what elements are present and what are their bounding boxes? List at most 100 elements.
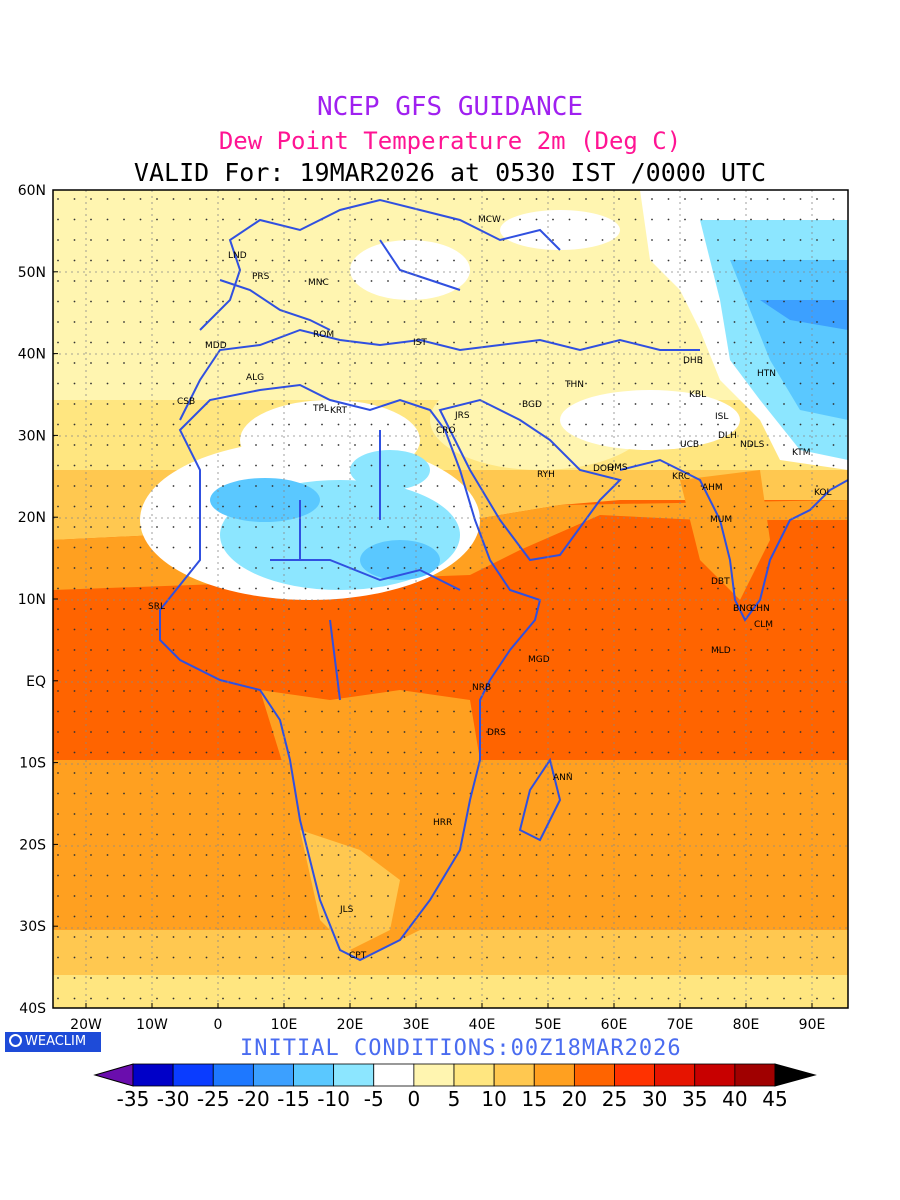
station-label: AHM (702, 483, 723, 493)
lon-label: 80E (733, 1017, 760, 1033)
lon-label: 40E (469, 1017, 496, 1033)
lat-label: 40N (18, 347, 46, 363)
station-label: CPT (349, 951, 367, 961)
colorbar-bin (212, 1063, 254, 1087)
station-label: THN (564, 380, 584, 390)
colorbar-bin (694, 1063, 736, 1087)
lon-label: 20W (70, 1017, 102, 1033)
station-label: SRL (148, 602, 165, 612)
colorbar-bin (533, 1063, 575, 1087)
lon-label: 10E (271, 1017, 298, 1033)
colorbar-label: 25 (602, 1087, 627, 1111)
station-label: PRS (252, 272, 270, 282)
station-label: NRB (472, 683, 491, 693)
lat-label: 10S (19, 756, 46, 772)
lon-label: 60E (601, 1017, 628, 1033)
colorbar-bin (734, 1063, 776, 1087)
station-label: DRS (487, 728, 506, 738)
grid-values (57, 198, 835, 1000)
station-label: CLM (754, 620, 773, 630)
colorbar-bin (373, 1063, 415, 1087)
lat-label: 30N (18, 428, 46, 444)
station-label: MUM (710, 515, 732, 525)
colorbar-bin (132, 1063, 174, 1087)
station-label: DLH (718, 431, 737, 441)
station-label: MNC (308, 278, 329, 288)
station-label: KRC (672, 472, 690, 482)
lon-label: 30E (403, 1017, 430, 1033)
coastlines (159, 198, 848, 962)
station-label: CHN (750, 604, 770, 614)
colorbar-bin (293, 1063, 335, 1087)
station-label: DBT (711, 577, 730, 587)
station-label: JRS (454, 411, 470, 421)
colorbar-label: 5 (448, 1087, 461, 1111)
lat-label: 20S (19, 837, 46, 853)
colorbar-bin (614, 1063, 656, 1087)
station-label: MGD (528, 655, 550, 665)
lat-label: 20N (18, 510, 46, 526)
valid-time: VALID For: 19MAR2026 at 0530 IST /0000 U… (133, 158, 767, 187)
colorbar-label: -15 (277, 1087, 310, 1111)
colorbar-label: -35 (117, 1087, 150, 1111)
colorbar-label: 20 (562, 1087, 587, 1111)
station-label: KRT (330, 406, 348, 416)
station-label: UCB (680, 440, 699, 450)
colorbar: -35 -30 -25 -20 -15 -10 -5 0 5 10 15 20 25 30 35 40 45 (93, 1063, 817, 1111)
brand-label: WEACLIM (25, 1034, 87, 1049)
colorbar-bin (413, 1063, 455, 1087)
lat-label: 50N (18, 265, 46, 281)
colorbar-label: 35 (682, 1087, 707, 1111)
station-label: DOH (593, 464, 614, 474)
station-label: KTM (792, 448, 810, 458)
lon-label: 50E (535, 1017, 562, 1033)
colorbar-bin (573, 1063, 615, 1087)
lon-label: 70E (667, 1017, 694, 1033)
colorbar-label: 10 (481, 1087, 506, 1111)
station-label: KBL (689, 390, 706, 400)
station-label: IST (413, 338, 427, 348)
station-label: BGD (522, 400, 542, 410)
station-label: MLD (711, 646, 731, 656)
longitude-labels: 20W 10W 0 10E 20E 30E 40E 50E 60E 70E 80E 90E (70, 1003, 825, 1033)
lon-label: 20E (337, 1017, 364, 1033)
station-label: BNG (733, 604, 753, 614)
colorbar-label: 15 (522, 1087, 547, 1111)
colorbar-bin (654, 1063, 696, 1087)
colorbar-label: 0 (408, 1087, 421, 1111)
colorbar-label: 45 (762, 1087, 787, 1111)
station-label: HRR (433, 818, 452, 828)
colorbar-label: -10 (317, 1087, 350, 1111)
station-label: HTN (757, 369, 776, 379)
colorbar-label: -5 (364, 1087, 384, 1111)
colorbar-bin (172, 1063, 214, 1087)
colorbar-bin (453, 1063, 495, 1087)
colorbar-high-arrow (774, 1063, 817, 1087)
station-label: ANN (553, 773, 573, 783)
colorbar-bin (252, 1063, 294, 1087)
colorbar-label: -20 (237, 1087, 270, 1111)
lat-label: 60N (18, 183, 46, 199)
station-label: DHB (683, 356, 703, 366)
colorbar-low-arrow (93, 1063, 134, 1087)
station-label: KOL (814, 488, 832, 498)
latitude-labels: 60N 50N 40N 30N 20N 10N EQ 10S 20S 30S 40S (18, 183, 58, 1017)
weaclim-badge: WEACLIM (5, 1032, 101, 1052)
station-label: NDLS (740, 440, 765, 450)
station-label: ISL (715, 412, 728, 422)
lon-label: 0 (214, 1017, 223, 1033)
lat-label: 10N (18, 592, 46, 608)
map-title: NCEP GFS GUIDANCE (316, 92, 584, 122)
weaclim-logo-icon (9, 1034, 22, 1047)
station-label: QMS (607, 463, 628, 473)
lat-label: 40S (19, 1001, 46, 1017)
colorbar-label: 30 (642, 1087, 667, 1111)
station-label: ROM (313, 330, 334, 340)
lon-label: 90E (799, 1017, 826, 1033)
colorbar-label: -30 (157, 1087, 190, 1111)
station-label: CSB (177, 397, 195, 407)
station-label: RYH (537, 470, 555, 480)
field-layer (53, 190, 848, 1008)
colorbar-label: -25 (197, 1087, 230, 1111)
